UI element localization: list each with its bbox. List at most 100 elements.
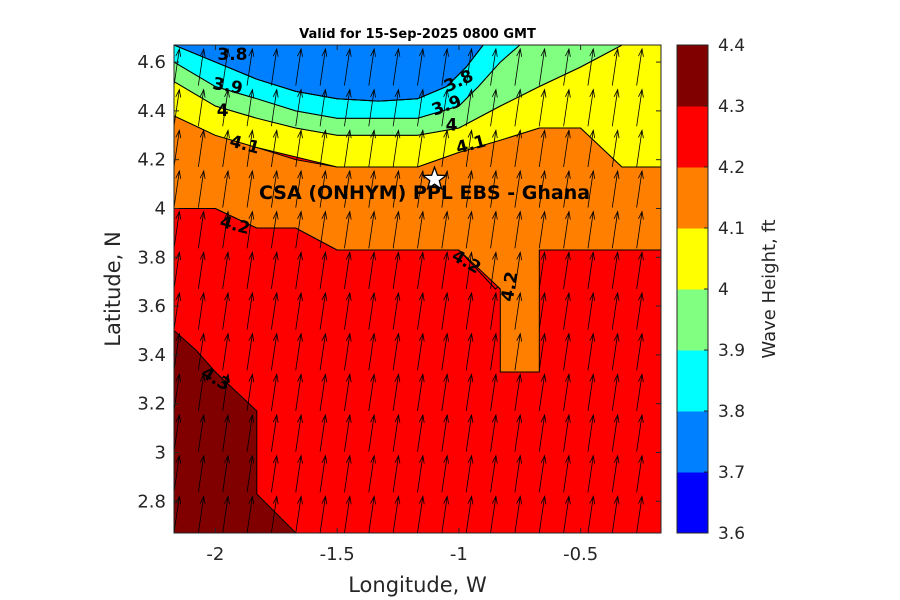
wind-arrow bbox=[465, 88, 474, 127]
wind-arrow bbox=[246, 495, 255, 533]
wind-arrow bbox=[392, 251, 401, 290]
wind-arrow bbox=[636, 373, 644, 412]
wind-arrow bbox=[587, 291, 596, 330]
wind-arrow bbox=[392, 332, 401, 371]
wind-arrow bbox=[538, 373, 547, 412]
wind-arrow bbox=[465, 47, 474, 86]
contour-label: 4 bbox=[217, 101, 229, 121]
wind-arrow bbox=[344, 454, 352, 493]
wind-arrow bbox=[465, 413, 474, 452]
wind-arrow bbox=[490, 373, 498, 412]
colorbar-swatch bbox=[677, 45, 708, 107]
wind-arrow bbox=[514, 88, 523, 127]
wind-arrow bbox=[514, 291, 523, 330]
wind-arrow bbox=[611, 169, 620, 208]
wind-arrow bbox=[271, 88, 279, 127]
wind-arrow bbox=[417, 210, 425, 249]
wind-arrow bbox=[271, 47, 279, 86]
wind-arrow bbox=[174, 413, 182, 452]
site-marker-group: CSA (ONHYM) PPL EBS - Ghana bbox=[259, 165, 590, 204]
wind-arrow bbox=[538, 88, 547, 127]
wind-arrow bbox=[174, 88, 182, 127]
colorbar-swatch bbox=[677, 106, 708, 168]
wind-arrow bbox=[441, 251, 449, 290]
x-axis-label: Longitude, W bbox=[348, 573, 487, 597]
wind-arrow bbox=[490, 495, 498, 533]
wind-arrow bbox=[417, 88, 425, 127]
wind-arrow bbox=[174, 454, 182, 493]
wind-arrow bbox=[490, 332, 498, 371]
wind-arrow bbox=[441, 495, 449, 533]
wind-arrow bbox=[441, 47, 449, 86]
wind-vectors bbox=[174, 47, 644, 533]
wind-arrow bbox=[611, 454, 620, 493]
wind-arrow bbox=[174, 47, 182, 86]
wind-arrow bbox=[563, 88, 571, 127]
wind-arrow bbox=[611, 47, 620, 86]
wind-arrow bbox=[563, 251, 571, 290]
wind-arrow bbox=[197, 169, 206, 208]
wind-arrow bbox=[222, 129, 230, 167]
y-tick-label: 3.8 bbox=[137, 247, 166, 268]
wind-arrow bbox=[490, 251, 498, 290]
wind-arrow bbox=[197, 454, 206, 493]
wind-arrow bbox=[587, 47, 596, 86]
wind-arrow bbox=[344, 413, 352, 452]
wind-arrow bbox=[197, 373, 206, 412]
wind-arrow bbox=[465, 454, 474, 493]
colorbar-tick-label: 3.8 bbox=[718, 402, 745, 422]
wind-arrow bbox=[246, 129, 255, 167]
wind-arrow bbox=[538, 210, 547, 249]
wind-arrow bbox=[636, 251, 644, 290]
y-tick-label: 3 bbox=[155, 442, 166, 463]
wind-arrow bbox=[636, 454, 644, 493]
wind-arrow bbox=[563, 413, 571, 452]
wind-arrow bbox=[636, 495, 644, 533]
wind-arrow bbox=[344, 251, 352, 290]
wind-arrow bbox=[490, 88, 498, 127]
wind-arrow bbox=[490, 210, 498, 249]
wind-arrow bbox=[392, 210, 401, 249]
y-axis-label: Latitude, N bbox=[101, 231, 125, 347]
wind-arrow bbox=[246, 47, 255, 86]
wind-arrow bbox=[246, 291, 255, 330]
contour-fill-4-3 bbox=[174, 329, 297, 533]
colorbar-tick-label: 3.7 bbox=[718, 463, 745, 483]
wind-arrow bbox=[417, 291, 425, 330]
wind-arrow bbox=[222, 210, 230, 249]
wind-arrow bbox=[295, 251, 303, 290]
y-tick-label: 4.4 bbox=[137, 101, 166, 122]
x-tick-label: -2 bbox=[206, 544, 224, 565]
wind-arrow bbox=[636, 413, 644, 452]
wind-arrow bbox=[514, 373, 523, 412]
wind-arrow bbox=[174, 210, 182, 249]
wind-arrow bbox=[587, 210, 596, 249]
wind-arrow bbox=[417, 129, 425, 167]
wind-arrow bbox=[441, 210, 449, 249]
wind-arrow bbox=[441, 291, 449, 330]
wind-arrow bbox=[465, 210, 474, 249]
wind-arrow bbox=[246, 373, 255, 412]
wind-arrow bbox=[417, 454, 425, 493]
wind-arrow bbox=[295, 495, 303, 533]
wind-arrow bbox=[246, 332, 255, 371]
wind-arrow bbox=[344, 169, 352, 208]
wind-arrow bbox=[514, 332, 523, 371]
wind-arrow bbox=[538, 454, 547, 493]
chart-title: Valid for 15-Sep-2025 0800 GMT bbox=[299, 27, 536, 42]
colorbar: 3.6 3.7 3.8 3.9 4 4.1 4.2 4.3 4.4 bbox=[676, 36, 745, 544]
wind-arrow bbox=[197, 332, 206, 371]
wind-arrow bbox=[368, 413, 376, 452]
wind-arrow bbox=[490, 47, 498, 86]
wind-arrow bbox=[246, 413, 255, 452]
wind-arrow bbox=[636, 88, 644, 127]
wind-arrow bbox=[197, 251, 206, 290]
wind-arrow bbox=[344, 88, 352, 127]
wind-arrow bbox=[295, 291, 303, 330]
colorbar-swatch bbox=[677, 411, 708, 473]
wind-arrow bbox=[344, 129, 352, 167]
wind-arrow bbox=[441, 332, 449, 371]
wind-arrow bbox=[611, 88, 620, 127]
wind-arrow bbox=[392, 88, 401, 127]
